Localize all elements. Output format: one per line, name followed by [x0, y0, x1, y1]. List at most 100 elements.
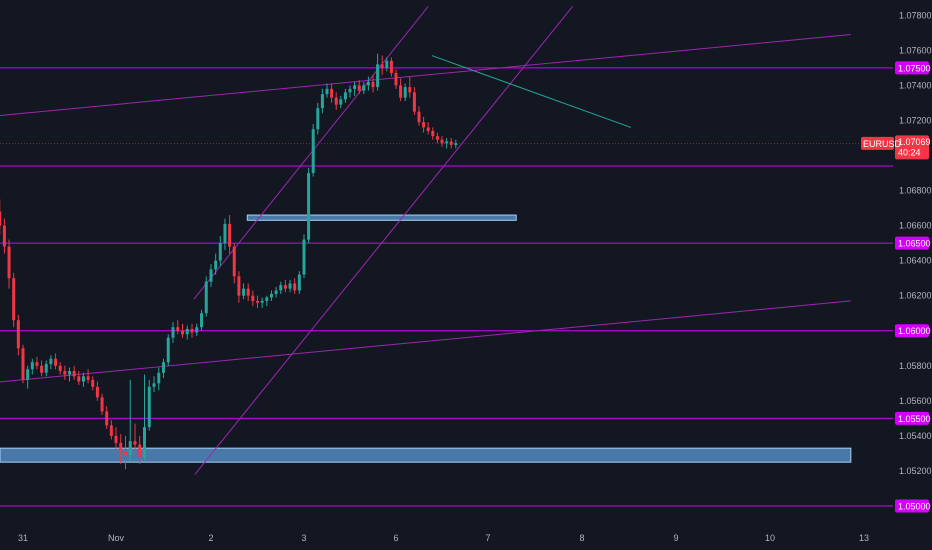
- candle-body: [339, 99, 343, 105]
- level-price-tag-label: 1.05000: [898, 501, 931, 511]
- candle-body: [166, 337, 170, 363]
- price-tick-label: 1.05200: [899, 466, 932, 476]
- candle-body: [297, 274, 301, 291]
- candle-body: [30, 362, 34, 370]
- level-price-tag: [895, 61, 929, 75]
- level-price-tag-label: 1.07500: [898, 63, 931, 73]
- time-tick-label: 31: [18, 533, 28, 543]
- price-tick-label: 1.05600: [899, 396, 932, 406]
- candle-body: [204, 281, 208, 314]
- candle-body: [380, 64, 384, 68]
- price-tick-label: 1.06200: [899, 291, 932, 301]
- candle-body: [389, 60, 393, 74]
- candle-body: [218, 243, 222, 261]
- candle-body: [185, 328, 189, 335]
- candle-body: [2, 225, 6, 247]
- candle-body: [316, 108, 320, 130]
- candle-body: [232, 246, 236, 277]
- time-axis-background: [0, 522, 932, 550]
- candle-body: [143, 427, 146, 457]
- time-axis[interactable]: 31 Nov 2 3 6 7 8 9 10 13: [0, 522, 932, 550]
- time-tick-label: 8: [579, 533, 584, 543]
- candle-body: [449, 141, 453, 145]
- candle-body: [195, 327, 199, 333]
- candle-body: [256, 300, 259, 303]
- candle-body: [157, 372, 161, 384]
- candle-body: [95, 386, 99, 398]
- candle-body: [237, 276, 241, 296]
- price-tick-label: 1.05800: [899, 361, 932, 371]
- candle-body: [86, 376, 90, 380]
- candle-body: [190, 328, 194, 333]
- price-tick-label: 1.07600: [899, 45, 932, 55]
- candle-body: [371, 81, 375, 88]
- candle-body: [21, 348, 25, 380]
- time-tick-label: 2: [208, 533, 213, 543]
- candle-body: [320, 94, 324, 109]
- price-tick-label: 1.06400: [899, 256, 932, 266]
- candle-body: [376, 64, 380, 88]
- candle-body: [269, 293, 273, 298]
- candle-body: [408, 87, 412, 93]
- candle-body: [40, 365, 44, 373]
- candle-body: [283, 285, 287, 289]
- candle-body: [399, 85, 403, 98]
- candle-body: [214, 260, 218, 270]
- level-price-tag: [895, 499, 929, 513]
- candle-body: [288, 283, 292, 289]
- trend-trendline: [0, 300, 851, 383]
- price-tags: 1.07500 1.06500 1.06000 1.05500 1.05000 1.070…: [861, 61, 931, 513]
- price-tick-label: 1.07800: [899, 10, 932, 20]
- candle-body: [334, 97, 338, 105]
- candle-body: [0, 211, 2, 226]
- candle-body: [81, 376, 85, 382]
- candle-body: [181, 330, 184, 335]
- candle-body: [431, 130, 435, 137]
- candle-body: [353, 85, 357, 89]
- candle-body: [26, 369, 30, 380]
- price-tick-label: 1.07400: [899, 80, 932, 90]
- candle-body: [147, 386, 151, 428]
- price-tick-label: 1.07200: [899, 115, 932, 125]
- level-price-tag-label: 1.06000: [898, 326, 931, 336]
- candle-body: [311, 129, 315, 173]
- candle-body: [362, 85, 366, 91]
- candle-body: [394, 73, 398, 86]
- candle-body: [426, 127, 430, 131]
- candle-body: [242, 288, 246, 296]
- candle-body: [422, 122, 426, 128]
- price-tick-label: 1.05400: [899, 431, 932, 441]
- candle-body: [35, 362, 39, 366]
- candle-body: [251, 295, 255, 301]
- candle-body: [72, 371, 76, 377]
- time-tick-label: 13: [859, 533, 869, 543]
- candle-body: [403, 87, 407, 98]
- candle-body: [54, 358, 58, 366]
- candle-body: [109, 425, 113, 436]
- price-tick-label: 1.06600: [899, 221, 932, 231]
- time-tick-label: 7: [485, 533, 490, 543]
- last-price-value: 1.07069: [898, 137, 931, 147]
- time-tick-label: Nov: [108, 533, 125, 543]
- candle-body: [435, 136, 439, 140]
- time-tick-label: 6: [393, 533, 398, 543]
- level-price-tag: [895, 324, 929, 338]
- candle-body: [366, 81, 370, 86]
- level-price-tag: [895, 411, 929, 425]
- candle-body: [176, 327, 180, 331]
- price-axis[interactable]: 1.07800 1.07600 1.07400 1.07200 1.06800 1.066…: [893, 0, 932, 550]
- candle-body: [7, 246, 11, 279]
- time-tick-label: 10: [765, 533, 775, 543]
- candle-body: [302, 239, 306, 275]
- candle-body: [58, 365, 62, 372]
- candle-body: [357, 85, 361, 91]
- channel-trendline: [194, 6, 573, 475]
- zone-rectangle: [246, 214, 517, 221]
- candle-body: [330, 88, 334, 98]
- level-price-tag-label: 1.06500: [898, 239, 931, 249]
- candle-body: [133, 441, 137, 445]
- candle-body: [100, 397, 104, 412]
- candle-body: [246, 288, 250, 296]
- candle-body: [343, 92, 347, 100]
